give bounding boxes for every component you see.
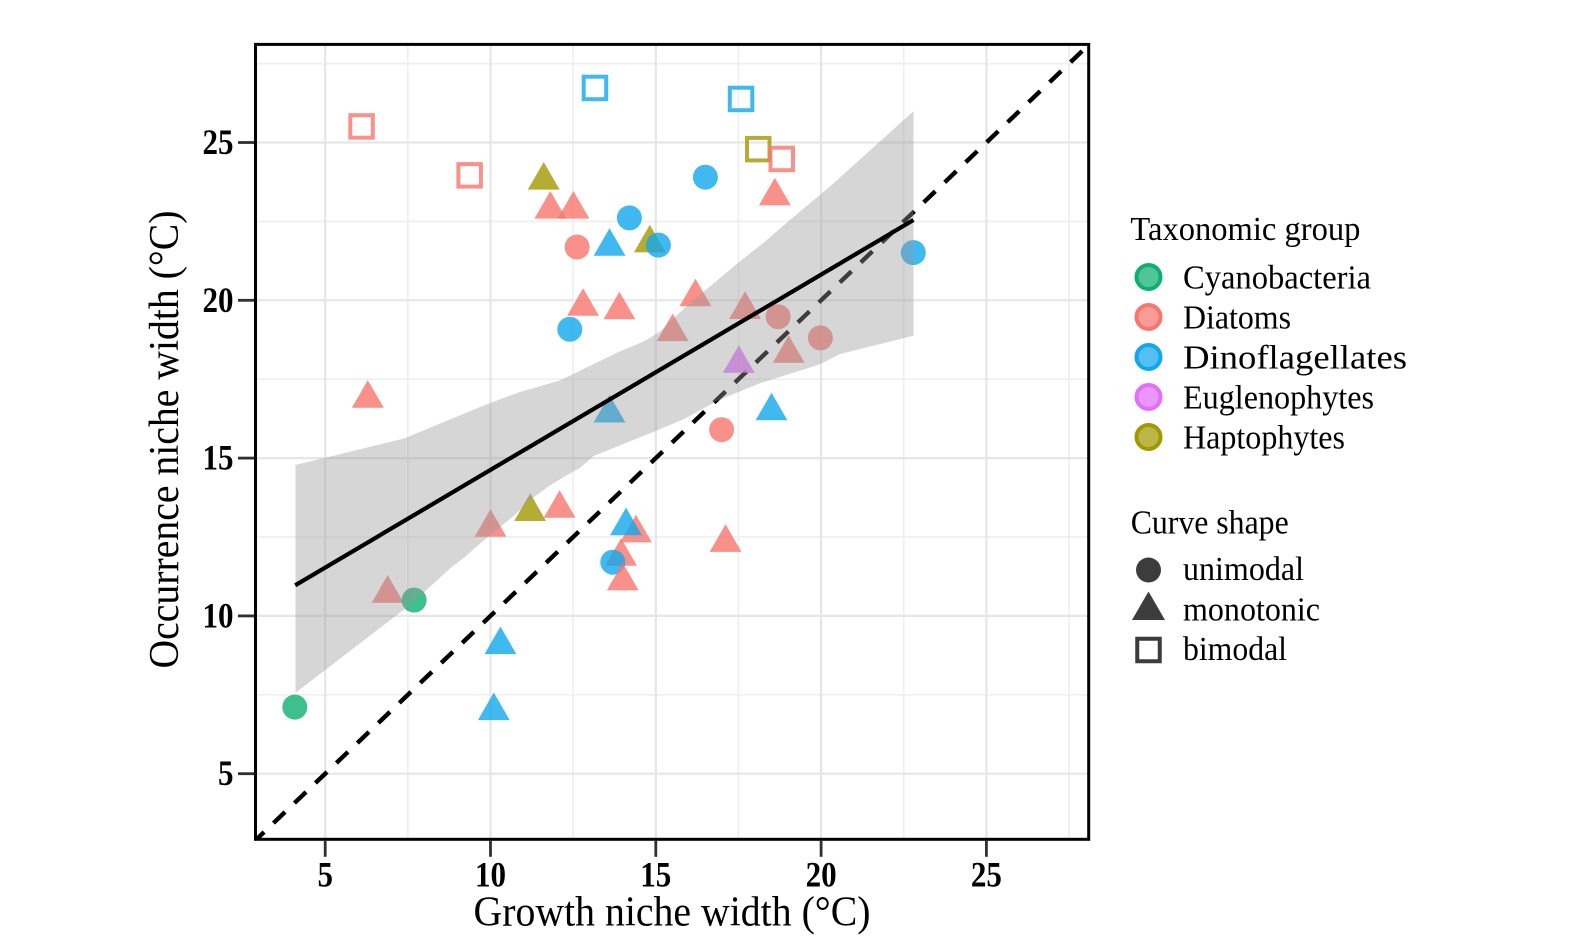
svg-text:Occurrence niche width (°C): Occurrence niche width (°C)	[142, 211, 188, 669]
svg-text:unimodal: unimodal	[1183, 551, 1304, 588]
svg-text:Taxonomic group: Taxonomic group	[1130, 211, 1360, 248]
svg-text:10: 10	[203, 595, 234, 635]
svg-text:Dinoflagellates: Dinoflagellates	[1183, 340, 1407, 377]
svg-text:Euglenophytes: Euglenophytes	[1183, 380, 1374, 417]
svg-text:monotonic: monotonic	[1183, 592, 1320, 629]
svg-text:5: 5	[317, 855, 333, 895]
svg-text:Curve shape: Curve shape	[1131, 504, 1289, 541]
svg-text:25: 25	[971, 855, 1002, 895]
svg-text:Cyanobacteria: Cyanobacteria	[1183, 260, 1371, 297]
svg-text:25: 25	[203, 122, 234, 162]
svg-text:20: 20	[203, 280, 234, 320]
svg-text:15: 15	[640, 855, 671, 895]
svg-text:Diatoms: Diatoms	[1183, 300, 1291, 337]
svg-text:Haptophytes: Haptophytes	[1183, 420, 1345, 457]
svg-text:10: 10	[475, 855, 506, 895]
svg-text:bimodal: bimodal	[1183, 631, 1287, 668]
svg-text:15: 15	[203, 438, 234, 478]
svg-text:5: 5	[218, 753, 234, 793]
svg-text:Growth niche width (°C): Growth niche width (°C)	[474, 890, 871, 936]
svg-text:20: 20	[806, 855, 837, 895]
